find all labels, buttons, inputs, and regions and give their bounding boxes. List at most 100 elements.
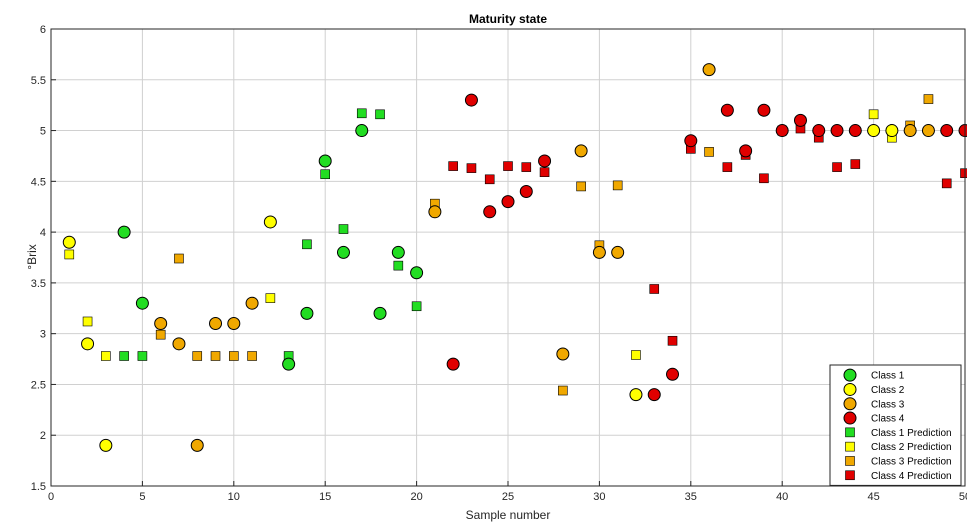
y-tick-label: 5 [40,126,46,138]
class-1-point [391,245,405,259]
class-1-prediction-point [356,108,367,119]
x-tick-label: 20 [410,491,422,503]
class-3-prediction-point [612,180,623,191]
class-4-point [830,124,844,138]
y-tick-label: 3.5 [31,278,46,290]
class-2-prediction-point [64,249,75,260]
x-tick-label: 5 [139,491,145,503]
legend-marker-class-1 [843,368,857,382]
x-tick-label: 35 [685,491,697,503]
class-1-prediction-point [375,109,385,120]
class-2-prediction-point [82,316,93,327]
class-4-point [720,103,734,117]
class-3-point [172,337,186,351]
class-4-point [666,367,680,381]
class-3-prediction-point [192,351,203,361]
class-3-prediction-point [704,147,714,157]
class-3-point [592,245,606,259]
class-2-point [867,124,881,138]
class-3-prediction-point [210,351,221,361]
legend-label-class-3: Class 3 [871,399,905,410]
class-4-prediction-point [466,163,477,173]
class-2-prediction-point [868,109,879,120]
y-tick-label: 2.5 [31,379,46,391]
x-tick-label: 10 [228,491,240,503]
x-axis-ticks: 0 5 10 15 20 25 30 35 40 45 50 [48,481,967,503]
class-4-point [647,388,661,402]
legend-label-class-4: Class 4 [871,414,905,425]
class-1-point [282,357,296,371]
legend-marker-class-1-prediction [845,427,855,438]
class-4-prediction-point [448,161,458,171]
class-4-prediction-point [503,161,513,171]
class-1-prediction-point [320,169,331,180]
legend: Class 1 Class 2 Class 3 Class 4 Class 1 Pred… [829,364,962,486]
chart-title: Maturity state [469,12,547,26]
class-2-point [62,235,76,249]
class-4-point [757,103,771,117]
class-1-prediction-point [119,351,129,361]
class-1-point [135,296,149,310]
legend-marker-class-4-prediction [845,470,855,481]
class-3-point [428,205,442,219]
class-3-point [556,347,570,361]
x-tick-label: 15 [319,491,331,503]
y-axis-label: °Brix [25,244,39,269]
class-1-prediction-point [393,260,404,271]
class-2-prediction-point [631,350,641,360]
class-4-prediction-point [759,173,769,184]
class-2-point [885,124,899,138]
class-1-prediction-point [411,301,422,312]
class-4-prediction-point [832,162,842,172]
y-tick-label: 6 [40,24,46,36]
y-tick-label: 4 [40,227,46,239]
class-4-prediction-point [941,178,952,189]
class-4-prediction-point [850,159,861,169]
class-3-point [190,438,204,452]
class-2-point [99,438,113,452]
class-4-point [793,113,807,127]
class-3-prediction-point [558,385,568,396]
y-tick-label: 3 [40,329,46,341]
class-1-prediction-point [302,239,312,250]
class-4-prediction-point [649,284,660,294]
class-3-prediction-point [576,181,586,192]
class-3-point [209,317,223,331]
class-3-prediction-point [155,329,166,340]
class-4-point [812,124,826,138]
y-tick-label: 1.5 [31,481,46,493]
class-4-point [684,134,698,148]
x-tick-label: 0 [48,491,54,503]
class-1-point [300,306,314,320]
x-tick-label: 25 [502,491,514,503]
class-4-point [501,195,515,209]
legend-marker-class-3-prediction [845,456,855,466]
class-1-point [336,245,350,259]
class-4-point [519,184,533,198]
y-axis-ticks: 1.5 2 2.5 3 3.5 4 4.5 5 5.5 6 [31,24,56,493]
legend-label-class-2-prediction: Class 2 Prediction [871,442,952,453]
class-3-point [921,124,935,138]
class-4-point [848,124,862,138]
class-4-point [739,144,753,158]
class-3-point [702,63,716,77]
class-4-point [483,205,497,219]
legend-label-class-3-prediction: Class 3 Prediction [871,456,952,467]
class-4-point [958,124,967,138]
class-1-prediction-point [338,224,349,234]
class-3-point [903,124,917,138]
y-tick-label: 4.5 [31,176,46,188]
legend-marker-class-2-prediction [845,441,855,452]
class-3-prediction-point [923,94,934,104]
class-4-point [775,124,789,138]
class-2-point [263,215,277,229]
x-tick-label: 50 [959,491,967,503]
y-tick-label: 2 [40,430,46,442]
legend-label-class-1: Class 1 [871,371,905,382]
class-4-prediction-point [521,162,532,172]
legend-label-class-4-prediction: Class 4 Prediction [871,471,952,482]
x-axis-label: Sample number [466,508,551,522]
class-4-prediction-point [539,167,550,177]
x-tick-label: 40 [776,491,788,503]
class-4-point [940,124,954,138]
